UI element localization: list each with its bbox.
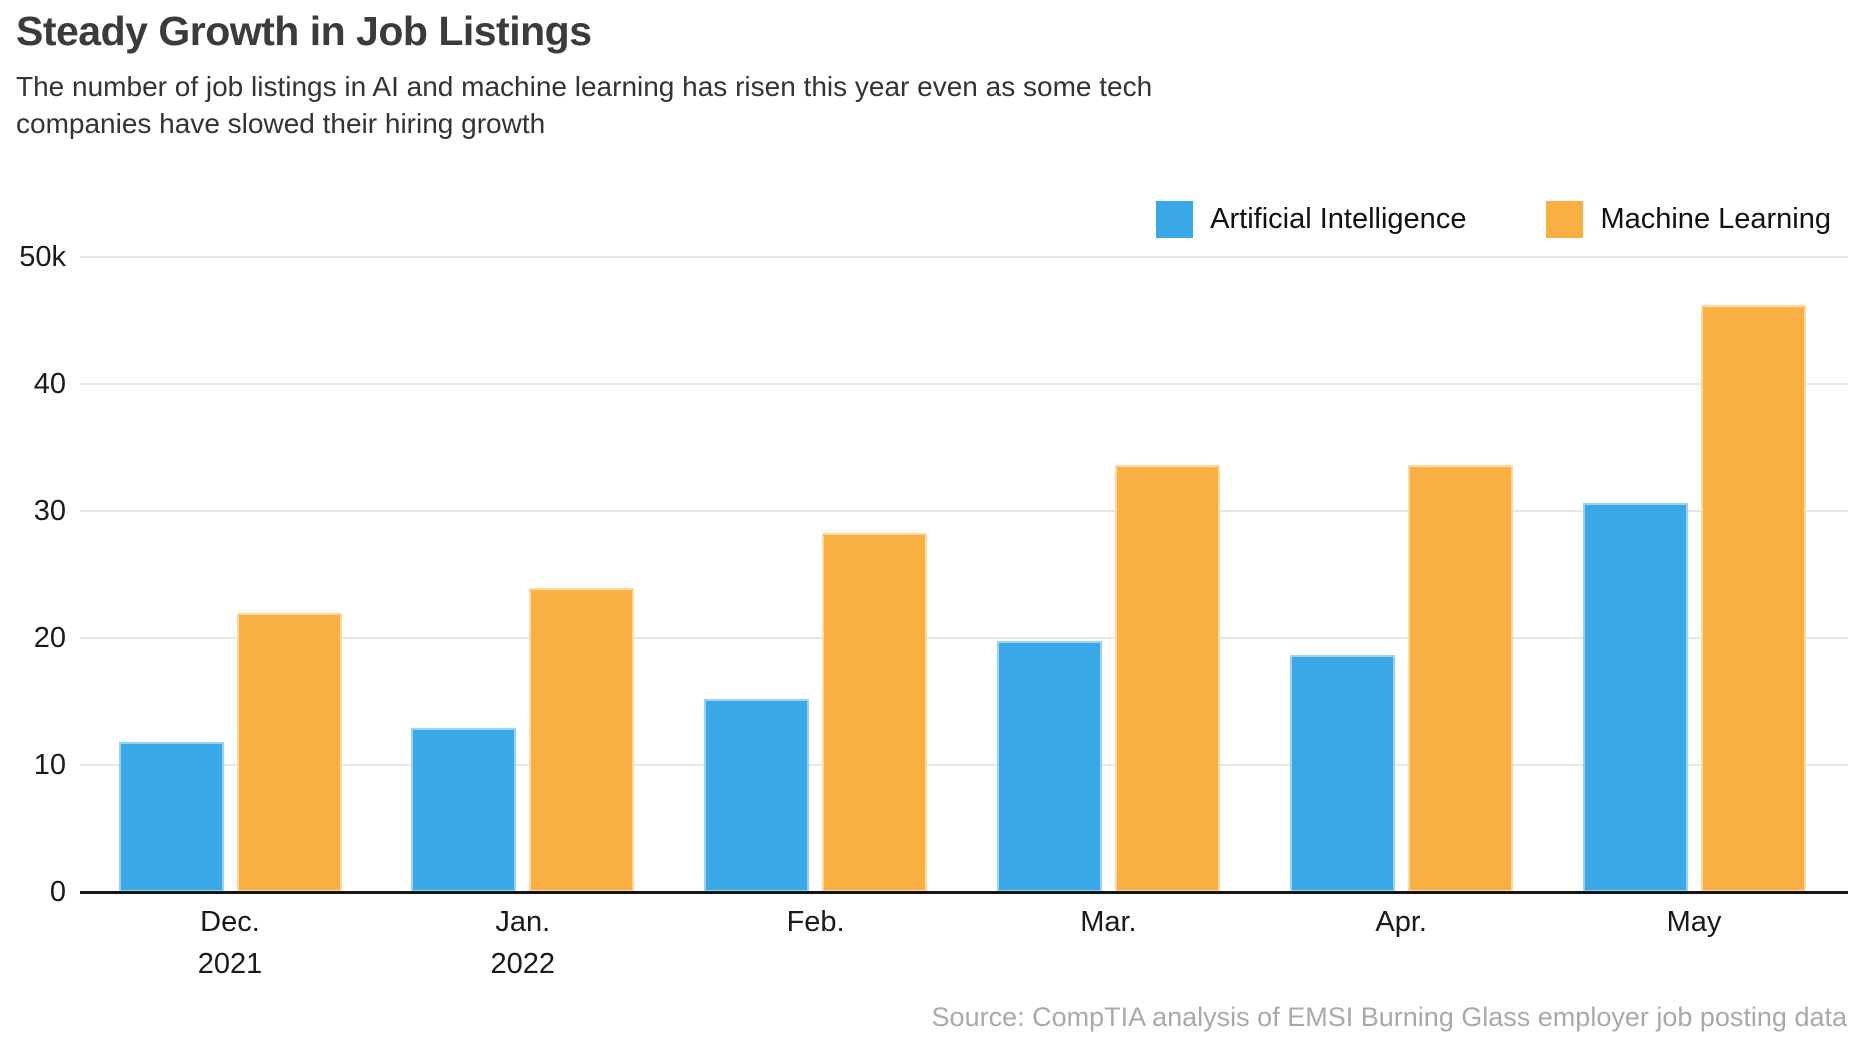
x-tick-label-may: May bbox=[1666, 906, 1722, 938]
legend-item-machine-learning: Machine Learning bbox=[1546, 201, 1831, 238]
y-tick-label-10: 10 bbox=[33, 749, 66, 781]
source-attribution: Source: CompTIA analysis of EMSI Burning… bbox=[931, 1002, 1847, 1032]
x-tick-label-mar: Mar. bbox=[1080, 906, 1137, 938]
x-tick-label-feb: Feb. bbox=[786, 906, 845, 938]
bar-artificial-intelligence-jan-2022 bbox=[411, 728, 517, 892]
y-tick-label-20: 20 bbox=[33, 622, 66, 654]
gridline-20 bbox=[80, 637, 1848, 639]
y-tick-label-50k: 50k bbox=[19, 241, 66, 273]
chart-subtitle-line2: companies have slowed their hiring growt… bbox=[16, 108, 546, 139]
bar-machine-learning-feb- bbox=[822, 532, 928, 892]
legend-item-artificial-intelligence: Artificial Intelligence bbox=[1156, 201, 1466, 238]
bar-machine-learning-may bbox=[1700, 305, 1806, 892]
bar-machine-learning-apr- bbox=[1407, 465, 1513, 892]
chart-title: Steady Growth in Job Listings bbox=[16, 8, 592, 54]
y-tick-label-0: 0 bbox=[49, 876, 66, 908]
x-tick-label-apr: Apr. bbox=[1375, 906, 1427, 938]
gridline-30 bbox=[80, 510, 1848, 512]
bar-artificial-intelligence-apr- bbox=[1289, 654, 1395, 892]
bar-artificial-intelligence-mar- bbox=[996, 640, 1102, 892]
x-tick-label-dec: Dec. bbox=[200, 906, 260, 938]
x-tick-sublabel-2021: 2021 bbox=[197, 948, 263, 980]
bar-machine-learning-mar- bbox=[1114, 465, 1220, 892]
y-tick-label-30: 30 bbox=[33, 495, 66, 527]
gridline-10 bbox=[80, 764, 1848, 766]
legend-label-artificial-intelligence: Artificial Intelligence bbox=[1210, 203, 1467, 235]
x-tick-sublabel-2022: 2022 bbox=[490, 948, 556, 980]
legend-label-machine-learning: Machine Learning bbox=[1600, 203, 1831, 235]
chart-subtitle: The number of job listings in AI and mac… bbox=[16, 68, 1152, 142]
legend: Artificial Intelligence Machine Learning bbox=[1156, 201, 1831, 238]
x-tick-label-jan: Jan. bbox=[495, 906, 551, 938]
gridline-40 bbox=[80, 383, 1848, 385]
bar-machine-learning-dec-2021 bbox=[236, 612, 342, 892]
legend-swatch-orange-icon bbox=[1546, 201, 1584, 238]
x-axis-line bbox=[80, 891, 1848, 894]
bar-artificial-intelligence-feb- bbox=[704, 698, 810, 892]
chart-subtitle-line1: The number of job listings in AI and mac… bbox=[16, 71, 1153, 102]
legend-swatch-blue-icon bbox=[1156, 201, 1194, 238]
bar-artificial-intelligence-may bbox=[1582, 503, 1688, 892]
bar-artificial-intelligence-dec-2021 bbox=[118, 742, 224, 892]
gridline-50k bbox=[80, 256, 1848, 258]
y-tick-label-40: 40 bbox=[33, 368, 66, 400]
bar-machine-learning-jan-2022 bbox=[529, 588, 635, 892]
